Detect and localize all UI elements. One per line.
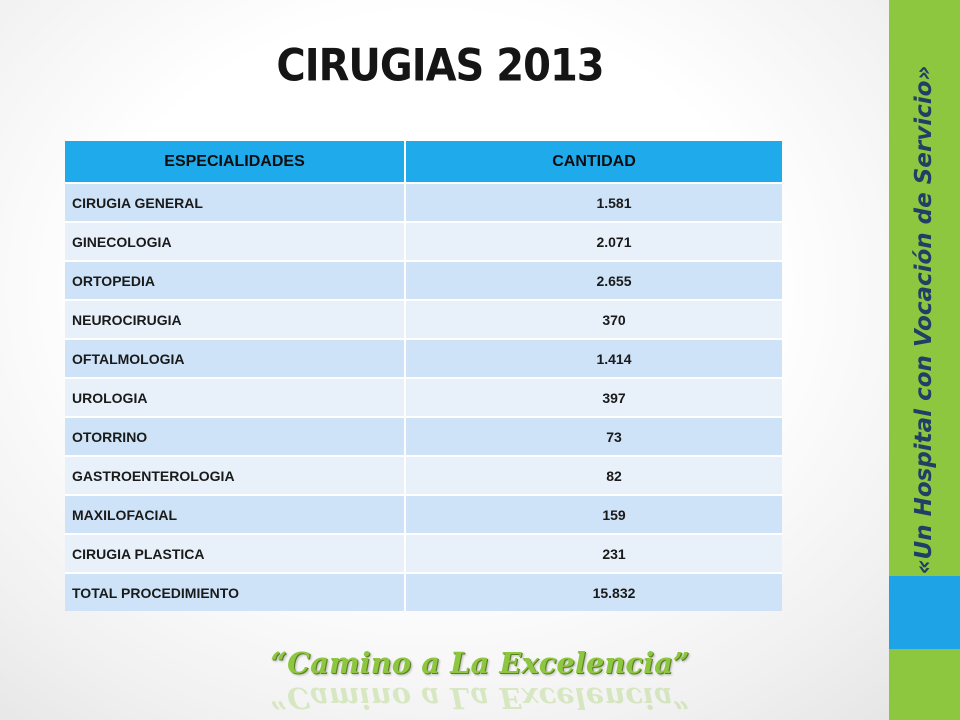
total-value-cell: 15.832 bbox=[405, 572, 782, 611]
especialidad-cell: CIRUGIA PLASTICA bbox=[65, 533, 406, 573]
table-row: GASTROENTEROLOGIA 82 bbox=[65, 455, 782, 495]
cantidad-cell: 370 bbox=[405, 299, 782, 339]
table-header-row: ESPECIALIDADES CANTIDAD bbox=[65, 141, 782, 183]
cantidad-cell: 231 bbox=[405, 533, 782, 573]
cantidad-cell: 82 bbox=[405, 455, 782, 495]
cantidad-cell: 2.655 bbox=[405, 260, 782, 300]
cantidad-cell: 1.414 bbox=[405, 338, 782, 378]
table-row: GINECOLOGIA 2.071 bbox=[65, 221, 782, 261]
cantidad-cell: 159 bbox=[405, 494, 782, 534]
especialidad-cell: NEUROCIRUGIA bbox=[65, 299, 406, 339]
especialidad-cell: OTORRINO bbox=[65, 416, 406, 456]
cantidad-cell: 397 bbox=[405, 377, 782, 417]
sidebar-accent-block bbox=[889, 576, 960, 649]
especialidad-cell: OFTALMOLOGIA bbox=[65, 338, 406, 378]
table-row: CIRUGIA PLASTICA 231 bbox=[65, 533, 782, 573]
table-row: NEUROCIRUGIA 370 bbox=[65, 299, 782, 339]
footer-motto: “Camino a La Excelencia” bbox=[270, 646, 690, 680]
especialidad-cell: GINECOLOGIA bbox=[65, 221, 406, 261]
table-row: ORTOPEDIA 2.655 bbox=[65, 260, 782, 300]
slide-title: CIRUGIAS 2013 bbox=[276, 40, 604, 92]
sidebar-tagline: «Un Hospital con Vocación de Servicio» bbox=[911, 65, 937, 575]
surgery-table: ESPECIALIDADES CANTIDAD CIRUGIA GENERAL … bbox=[65, 141, 782, 611]
header-especialidades: ESPECIALIDADES bbox=[65, 141, 406, 183]
especialidad-cell: GASTROENTEROLOGIA bbox=[65, 455, 406, 495]
table-row: UROLOGIA 397 bbox=[65, 377, 782, 417]
especialidad-cell: CIRUGIA GENERAL bbox=[65, 182, 406, 222]
cantidad-cell: 2.071 bbox=[405, 221, 782, 261]
especialidad-cell: MAXILOFACIAL bbox=[65, 494, 406, 534]
table-row: OFTALMOLOGIA 1.414 bbox=[65, 338, 782, 378]
table-row: CIRUGIA GENERAL 1.581 bbox=[65, 182, 782, 222]
cantidad-cell: 73 bbox=[405, 416, 782, 456]
header-cantidad: CANTIDAD bbox=[405, 141, 782, 183]
cantidad-cell: 1.581 bbox=[405, 182, 782, 222]
especialidad-cell: ORTOPEDIA bbox=[65, 260, 406, 300]
total-label-cell: TOTAL PROCEDIMIENTO bbox=[65, 572, 406, 611]
footer-motto-reflection: “Camino a La Excelencia” bbox=[270, 681, 690, 715]
table-total-row: TOTAL PROCEDIMIENTO 15.832 bbox=[65, 572, 782, 611]
table-row: OTORRINO 73 bbox=[65, 416, 782, 456]
table-row: MAXILOFACIAL 159 bbox=[65, 494, 782, 534]
especialidad-cell: UROLOGIA bbox=[65, 377, 406, 417]
